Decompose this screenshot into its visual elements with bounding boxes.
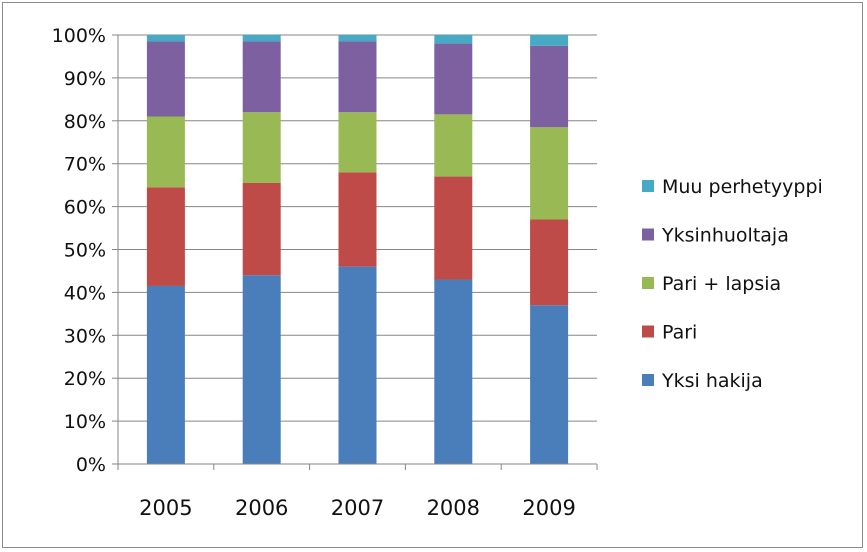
bar-segment xyxy=(338,35,377,42)
bar-segment xyxy=(146,285,185,464)
y-tick-label: 20% xyxy=(64,368,106,390)
bar-segment xyxy=(242,35,281,42)
y-tick-label: 100% xyxy=(52,25,106,47)
x-category-label: 2005 xyxy=(139,496,192,520)
legend-entry-label: Yksinhuoltaja xyxy=(661,225,789,247)
bar-segment xyxy=(242,41,281,113)
y-tick-label: 80% xyxy=(64,111,106,133)
bar-segment xyxy=(530,127,569,220)
x-category-label: 2006 xyxy=(235,496,288,520)
legend-swatch xyxy=(642,228,654,241)
bar-segment xyxy=(338,41,377,113)
y-tick-label: 90% xyxy=(64,68,106,90)
bar-segment xyxy=(434,176,473,280)
bar-segment xyxy=(242,275,281,464)
legend-entry-label: Yksi hakija xyxy=(661,370,763,392)
bar-segment xyxy=(146,116,185,188)
bar-segment xyxy=(146,41,185,117)
bar-segment xyxy=(338,172,377,267)
legend: Muu perhetyyppi Yksinhuoltaja Pari + lapsi… xyxy=(642,176,823,392)
bar-segment xyxy=(338,112,377,173)
y-tick-label: 30% xyxy=(64,325,106,347)
legend-swatch xyxy=(642,277,654,289)
bar-segment xyxy=(434,279,473,464)
legend-entry-label: Pari xyxy=(662,322,697,344)
y-tick-label: 10% xyxy=(64,411,106,433)
legend-entry-label: Pari + lapsia xyxy=(662,273,781,295)
x-category-label: 2008 xyxy=(427,496,480,520)
bar-segment xyxy=(530,45,569,128)
y-tick-label: 50% xyxy=(64,240,106,262)
legend-swatch xyxy=(642,374,654,386)
x-category-label: 2009 xyxy=(522,496,575,520)
bar-segment xyxy=(434,35,473,44)
bar-segment xyxy=(530,305,569,464)
y-tick-label: 70% xyxy=(64,154,106,176)
bar-segment xyxy=(242,112,281,184)
bar-segment xyxy=(434,114,473,177)
bar-segment xyxy=(434,43,473,115)
y-tick-label: 0% xyxy=(76,454,106,476)
legend-entry-label: Muu perhetyyppi xyxy=(662,176,823,198)
bars xyxy=(146,35,569,464)
bar-segment xyxy=(530,219,569,306)
legend-swatch xyxy=(642,180,654,192)
bar-segment xyxy=(146,187,185,286)
legend-swatch xyxy=(642,325,654,338)
bar-segment xyxy=(530,35,569,46)
bar-segment xyxy=(242,183,281,276)
x-category-label: 2007 xyxy=(331,496,384,520)
axes: 0% 10% 20% 30% 40% 50% 60% 70% 80% 90% 100% 2005 200… xyxy=(52,25,598,520)
bar-segment xyxy=(338,266,377,464)
y-tick-label: 60% xyxy=(64,197,106,219)
y-tick-label: 40% xyxy=(64,282,106,304)
bar-segment xyxy=(146,35,185,42)
